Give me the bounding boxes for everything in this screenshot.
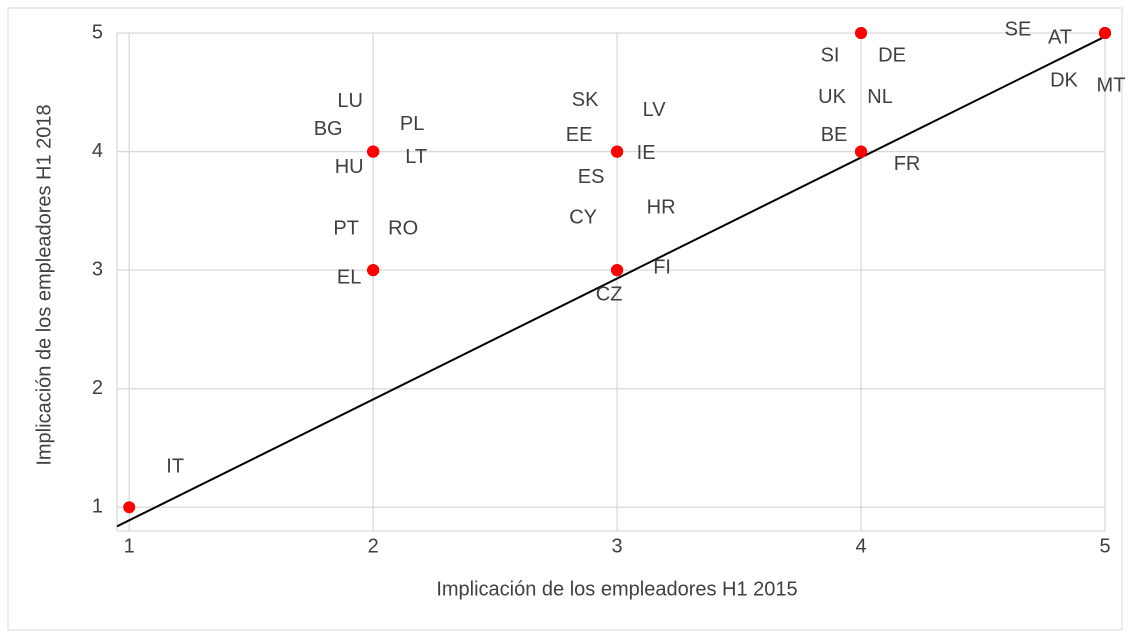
- y-tick-label: 2: [92, 377, 103, 399]
- point-label: BG: [314, 118, 343, 140]
- point-label: IT: [166, 456, 184, 478]
- point-label: EL: [337, 266, 361, 288]
- y-axis-title: Implicación de los empleadores H1 2018: [33, 104, 55, 465]
- point-label: BE: [821, 124, 848, 146]
- point: [855, 27, 868, 39]
- point-label: LU: [337, 90, 363, 112]
- point-label: HR: [647, 196, 676, 218]
- point-label: FI: [653, 256, 671, 278]
- point-label: EE: [566, 124, 593, 146]
- x-tick-label: 1: [124, 535, 135, 557]
- y-tick-label: 3: [92, 258, 103, 280]
- point: [367, 264, 380, 277]
- point-label: PT: [333, 217, 359, 239]
- point-label: LT: [405, 146, 427, 168]
- point: [611, 264, 624, 277]
- point: [367, 145, 380, 158]
- point-label: AT: [1048, 26, 1072, 48]
- x-tick-label: 2: [368, 535, 379, 557]
- x-axis-title: Implicación de los empleadores H1 2015: [436, 578, 797, 600]
- chart-border: [7, 7, 1123, 631]
- point-label: CZ: [596, 283, 623, 305]
- point-label: LV: [643, 99, 667, 121]
- y-tick-label: 1: [92, 496, 103, 518]
- trendline: [116, 35, 1106, 528]
- point-label: SK: [572, 89, 599, 111]
- x-tick-label: 5: [1099, 535, 1110, 557]
- point-label: DK: [1050, 69, 1078, 91]
- point-label: NL: [867, 86, 893, 108]
- point-label: IE: [637, 142, 656, 164]
- point-label: PL: [400, 113, 424, 135]
- x-tick-label: 4: [855, 535, 866, 557]
- y-tick-label: 5: [92, 21, 103, 43]
- point-label: CY: [569, 206, 597, 228]
- point-label: MT: [1097, 74, 1126, 96]
- y-tick-label: 4: [92, 140, 103, 162]
- point: [123, 501, 136, 514]
- point: [855, 145, 868, 158]
- x-tick-label: 3: [612, 535, 623, 557]
- point-label: FR: [894, 153, 921, 175]
- point: [1099, 27, 1111, 39]
- point-label: HU: [335, 156, 364, 178]
- point-label: ES: [578, 166, 605, 188]
- point-label: UK: [818, 86, 846, 108]
- point-label: SI: [821, 44, 840, 66]
- point-label: DE: [878, 44, 906, 66]
- point-label: RO: [388, 217, 418, 239]
- point: [611, 145, 624, 158]
- point-label: SE: [1005, 18, 1032, 40]
